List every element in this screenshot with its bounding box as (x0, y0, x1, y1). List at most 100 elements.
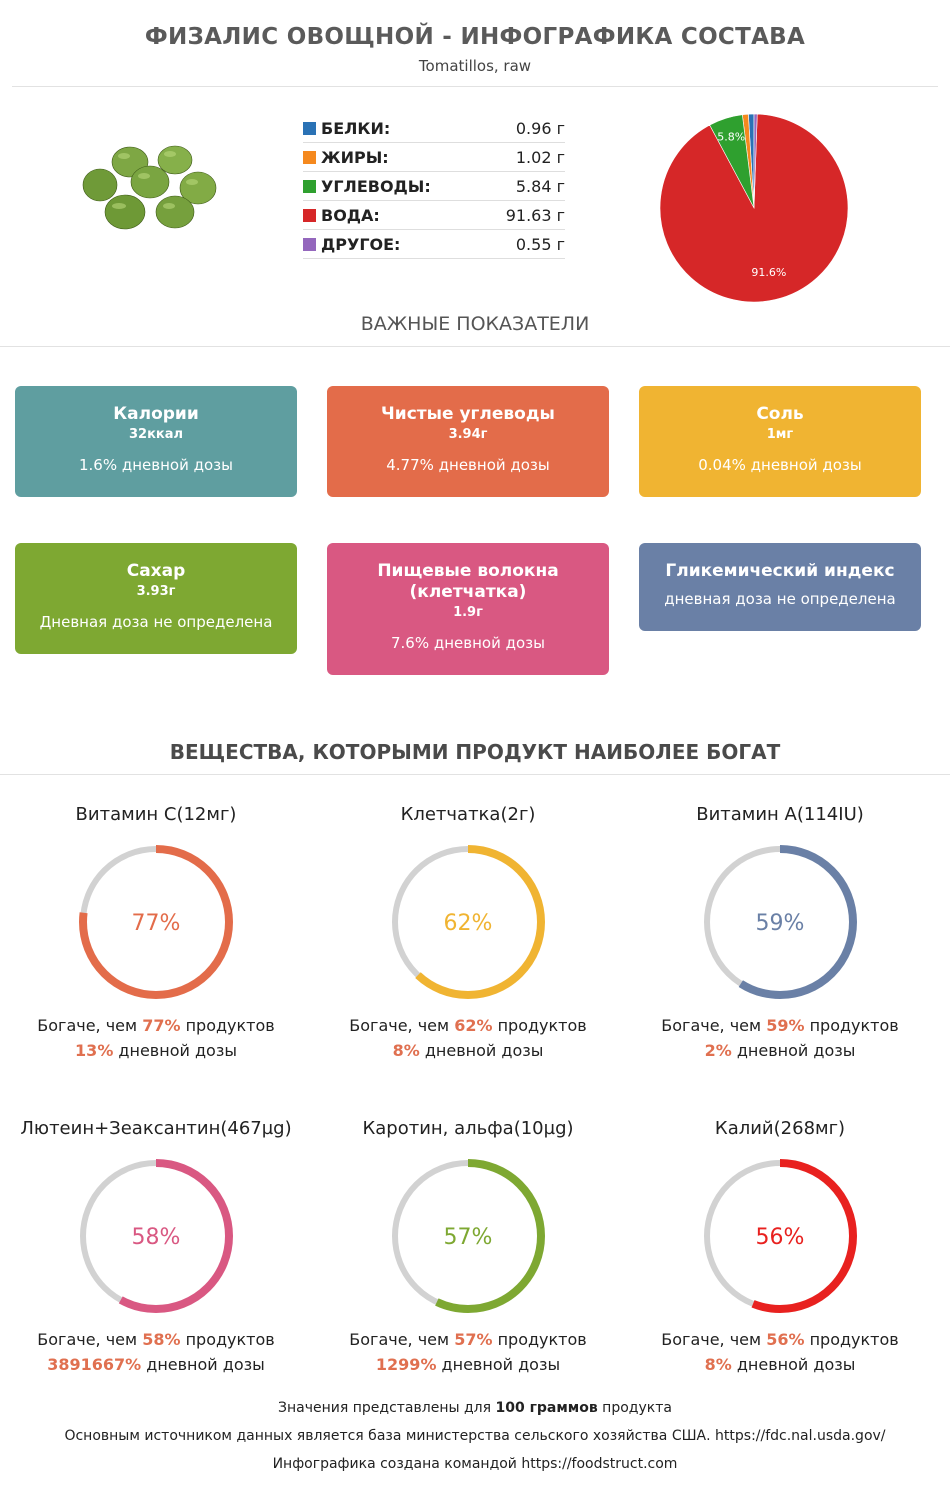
rich-item-alpha-carotene: Каротин, альфа(10µg) 57% Богаче, чем 57%… (312, 1118, 624, 1374)
page-title: ФИЗАЛИС ОВОЩНОЙ - ИНФОГРАФИКА СОСТАВА (144, 24, 806, 50)
daily-suffix: дневной дозы (141, 1355, 265, 1374)
rich-donut: 59% (703, 845, 857, 999)
footer-per-100g: Значения представлены для 100 граммов пр… (0, 1400, 950, 1416)
donut-percent: 58% (132, 1225, 181, 1250)
richer-prefix: Богаче, чем (37, 1016, 143, 1035)
card-value: 32ккал (128, 427, 184, 442)
pie-label-carbs: 5.8% (717, 130, 745, 143)
card-value: 1.9г (453, 605, 483, 620)
macro-row-protein: БЕЛКИ: 0.96 г (303, 114, 565, 143)
macro-name: ДРУГОЕ: (321, 234, 401, 254)
card-value: 3.94г (448, 427, 488, 442)
rich-donut: 57% (391, 1159, 545, 1313)
rich-item-vitamin-c: Витамин C(12мг) 77% Богаче, чем 77% прод… (0, 804, 312, 1060)
donut-percent: 77% (132, 911, 181, 936)
donut-arc (79, 845, 233, 999)
card-fiber: Пищевые волокна (клетчатка) 1.9г 7.6% дн… (327, 543, 609, 675)
rich-name: Каротин, альфа (362, 1118, 514, 1139)
card-title: Сахар (126, 561, 186, 581)
donut-percent: 56% (756, 1225, 805, 1250)
richer-value: 59% (766, 1016, 805, 1035)
richer-value: 62% (454, 1016, 493, 1035)
rich-daily-line: 8% дневной дозы (624, 1355, 936, 1374)
daily-value: 13% (75, 1041, 114, 1060)
card-title: Пищевые волокна (клетчатка) (377, 561, 559, 602)
richer-value: 77% (142, 1016, 181, 1035)
rich-title: Калий(268мг) (624, 1118, 936, 1142)
footer-source: Основным источником данных является база… (64, 1428, 886, 1444)
macro-value: 91.63 г (505, 205, 565, 225)
donut-arc (703, 845, 857, 999)
rich-donut: 62% (391, 845, 545, 999)
card-daily: 4.77% дневной дозы (386, 456, 550, 474)
rich-richer-line: Богаче, чем 62% продуктов (312, 1016, 624, 1035)
rich-name: Витамин C (75, 804, 177, 825)
rich-name: Клетчатка (400, 804, 501, 825)
card-glycemic-index: Гликемический индекс дневная доза не опр… (639, 543, 921, 631)
donut-percent: 62% (444, 911, 493, 936)
rich-amount: (12мг) (176, 804, 237, 825)
rich-richer-line: Богаче, чем 56% продуктов (624, 1330, 936, 1349)
rich-item-lutein: Лютеин+Зеаксантин(467µg) 58% Богаче, чем… (0, 1118, 312, 1374)
rich-daily-line: 13% дневной дозы (0, 1041, 312, 1060)
donut-percent: 57% (444, 1225, 493, 1250)
daily-suffix: дневной дозы (436, 1355, 561, 1374)
card-daily: дневная доза не определена (664, 590, 896, 608)
daily-suffix: дневной дозы (731, 1355, 856, 1374)
tomatillo-image (82, 145, 217, 230)
card-value: 3.93г (136, 584, 176, 599)
card-net-carbs: Чистые углеводы 3.94г 4.77% дневной дозы (327, 386, 609, 497)
card-calories: Калории 32ккал 1.6% дневной дозы (15, 386, 297, 497)
pie-slice-water (659, 113, 849, 303)
card-title: Чистые углеводы (381, 404, 555, 424)
richer-suffix: продуктов (804, 1016, 899, 1035)
card-daily: 7.6% дневной дозы (391, 634, 545, 652)
macro-name: БЕЛКИ: (321, 118, 391, 138)
macro-name: ЖИРЫ: (321, 147, 389, 167)
macro-name: ВОДА: (321, 205, 380, 225)
card-value: 1мг (766, 427, 794, 442)
divider (0, 774, 950, 775)
water-swatch (303, 208, 316, 222)
donut-arc (703, 1159, 857, 1313)
richer-value: 57% (454, 1330, 493, 1349)
daily-value: 1299% (375, 1355, 437, 1374)
rich-name: Лютеин+Зеаксантин (20, 1118, 221, 1139)
protein-swatch (303, 121, 316, 135)
rich-title: Каротин, альфа(10µg) (312, 1118, 624, 1142)
card-daily: 0.04% дневной дозы (698, 456, 862, 474)
macro-table: БЕЛКИ: 0.96 г ЖИРЫ: 1.02 г УГЛЕВОДЫ: 5.8… (303, 114, 565, 259)
rich-daily-line: 3891667% дневной дозы (0, 1355, 312, 1374)
daily-value: 8% (392, 1041, 420, 1060)
rich-richer-line: Богаче, чем 57% продуктов (312, 1330, 624, 1349)
pie-label-water: 91.6% (751, 266, 786, 279)
rich-name: Витамин A (696, 804, 797, 825)
rich-donut: 77% (79, 845, 233, 999)
richer-prefix: Богаче, чем (661, 1016, 767, 1035)
donut-arc (391, 1159, 545, 1313)
rich-title: Лютеин+Зеаксантин(467µg) (0, 1118, 312, 1142)
richer-prefix: Богаче, чем (661, 1330, 767, 1349)
macro-name: УГЛЕВОДЫ: (321, 176, 431, 196)
macro-pie-chart: 5.8% 91.6% (659, 113, 849, 303)
divider (12, 86, 938, 87)
rich-name: Калий (714, 1118, 774, 1139)
rich-amount: (2г) (500, 804, 536, 825)
rich-amount: (268мг) (773, 1118, 846, 1139)
richer-suffix: продуктов (180, 1016, 275, 1035)
richer-prefix: Богаче, чем (349, 1016, 455, 1035)
fat-swatch (303, 150, 316, 164)
carbs-swatch (303, 179, 316, 193)
card-title: Калории (113, 404, 199, 424)
macro-row-fat: ЖИРЫ: 1.02 г (303, 143, 565, 172)
footer-bold: 100 граммов (495, 1400, 598, 1416)
donut-percent: 59% (756, 911, 805, 936)
macro-row-other: ДРУГОЕ: 0.55 г (303, 230, 565, 259)
footer-text: Значения представлены для (278, 1400, 496, 1416)
rich-item-potassium: Калий(268мг) 56% Богаче, чем 56% продукт… (624, 1118, 936, 1374)
rich-richer-line: Богаче, чем 77% продуктов (0, 1016, 312, 1035)
rich-daily-line: 2% дневной дозы (624, 1041, 936, 1060)
rich-item-vitamin-a: Витамин A(114IU) 59% Богаче, чем 59% про… (624, 804, 936, 1060)
rich-title: Витамин A(114IU) (624, 804, 936, 828)
macro-row-carbs: УГЛЕВОДЫ: 5.84 г (303, 172, 565, 201)
